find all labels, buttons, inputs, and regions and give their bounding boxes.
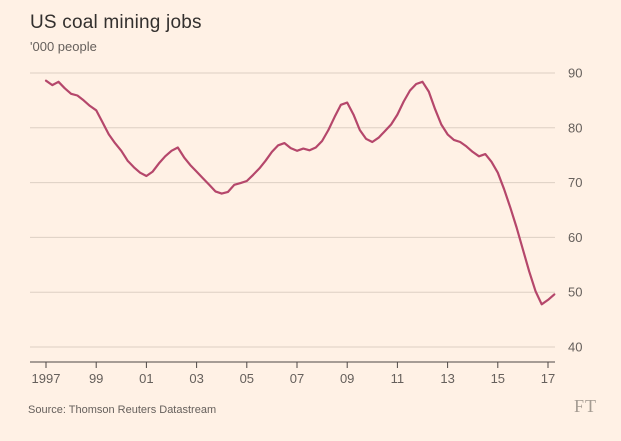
y-tick-label: 40: [568, 340, 582, 355]
x-tick-label: 03: [189, 371, 203, 386]
x-tick-label: 09: [340, 371, 354, 386]
x-tick-label: 15: [491, 371, 505, 386]
jobs-line: [44, 79, 556, 306]
x-tick-label: 13: [440, 371, 454, 386]
source-note: Source: Thomson Reuters Datastream: [28, 404, 217, 416]
y-tick-label: 90: [568, 66, 582, 81]
y-tick-label: 80: [568, 120, 582, 135]
x-tick-label: 99: [89, 371, 103, 386]
x-tick-label: 01: [139, 371, 153, 386]
x-tick-label: 1997: [32, 371, 61, 386]
y-tick-label: 70: [568, 175, 582, 190]
x-tick-label: 17: [541, 371, 555, 386]
x-tick-label: 07: [290, 371, 304, 386]
x-tick-label: 05: [240, 371, 254, 386]
y-tick-label: 50: [568, 285, 582, 300]
y-tick-label: 60: [568, 230, 582, 245]
ft-logo: FT: [573, 396, 597, 416]
x-tick-label: 11: [391, 371, 405, 386]
chart-units-label: '000 people: [30, 39, 97, 54]
chart-title: US coal mining jobs: [30, 12, 202, 33]
